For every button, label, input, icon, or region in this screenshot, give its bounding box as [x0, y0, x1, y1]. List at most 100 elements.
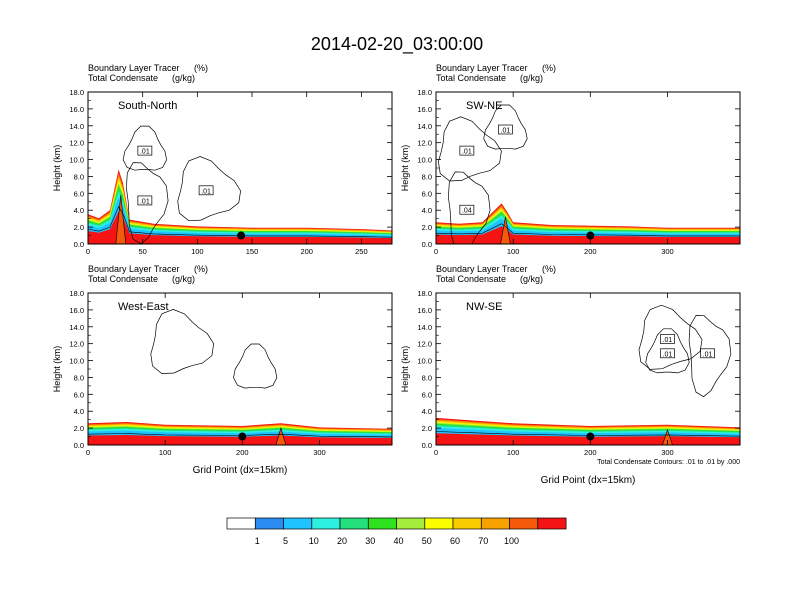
contour-label-box	[459, 145, 475, 156]
tracer-peak	[275, 427, 287, 445]
x-tick-label: 100	[507, 448, 520, 457]
y-tick-label: 16.0	[69, 306, 84, 315]
condensate-contour	[638, 304, 703, 370]
panel-title: NW-SE	[466, 301, 502, 313]
condensate-contour	[126, 162, 169, 244]
x-tick-label: 100	[191, 247, 204, 256]
condensate-contour	[448, 171, 491, 244]
panel-title: South-North	[118, 100, 177, 112]
colorbar-label: 60	[450, 536, 460, 546]
panel-title: SW-NE	[466, 100, 502, 112]
colorbar-swatch	[339, 517, 369, 530]
left-string-title: Boundary Layer Tracer	[88, 63, 180, 73]
colorbar-swatch	[254, 517, 284, 530]
left-string-title: Boundary Layer Tracer	[88, 264, 180, 274]
tracer-peak	[115, 194, 127, 244]
y-tick-label: 2.0	[74, 223, 84, 232]
colorbar-label: 10	[309, 536, 319, 546]
left-string-title-2: Total Condensate	[436, 274, 506, 284]
y-tick-label: 0.0	[422, 240, 432, 249]
x-tick-label: 100	[159, 448, 172, 457]
y-tick-label: 4.0	[422, 407, 432, 416]
left-string-unit-2: (g/kg)	[172, 73, 195, 83]
plot-area	[436, 304, 740, 445]
tracer-10	[88, 188, 392, 244]
x-tick-label: 0	[86, 448, 90, 457]
colorbar-label: 20	[337, 536, 347, 546]
tracer-peak	[662, 428, 673, 445]
colorbar-label: 100	[504, 536, 519, 546]
x-tick-label: 250	[355, 247, 368, 256]
left-string-unit-2: (g/kg)	[520, 274, 543, 284]
left-string-title: Boundary Layer Tracer	[436, 264, 528, 274]
tracer-core	[436, 226, 740, 244]
y-tick-label: 18.0	[417, 88, 432, 97]
y-tick-label: 18.0	[69, 289, 84, 298]
y-tick-label: 6.0	[422, 390, 432, 399]
y-tick-label: 14.0	[417, 323, 432, 332]
left-string-title: Boundary Layer Tracer	[436, 63, 528, 73]
y-tick-label: 8.0	[422, 172, 432, 181]
y-tick-label: 14.0	[417, 122, 432, 131]
left-string-unit-2: (g/kg)	[172, 274, 195, 284]
x-tick-label: 0	[434, 448, 438, 457]
y-axis-label: Height (km)	[400, 346, 410, 393]
y-tick-label: 4.0	[74, 206, 84, 215]
y-tick-label: 14.0	[69, 122, 84, 131]
condensate-contour-low	[436, 223, 740, 237]
contour-label: .01	[703, 351, 713, 358]
y-tick-label: 8.0	[422, 373, 432, 382]
condensate-contour	[233, 343, 278, 389]
panels-group: Boundary Layer Tracer (%) Total Condensate…	[52, 63, 741, 486]
colorbar-label: 70	[478, 536, 488, 546]
contour-label: .01	[663, 351, 673, 358]
x-tick-label: 300	[313, 448, 326, 457]
condensate-contour	[688, 315, 732, 398]
panel-frame	[435, 91, 741, 245]
y-tick-label: 10.0	[69, 357, 84, 366]
y-tick-label: 2.0	[74, 424, 84, 433]
colorbar-swatch	[424, 517, 454, 530]
location-marker	[586, 231, 595, 240]
y-tick-label: 10.0	[417, 156, 432, 165]
contour-label-box	[700, 348, 715, 359]
y-tick-label: 0.0	[422, 441, 432, 450]
tracer-20	[88, 185, 392, 244]
condensate-contour-low	[88, 206, 392, 238]
tracer-5	[88, 191, 392, 244]
condensate-contour	[438, 116, 502, 182]
contour-label: .04	[462, 208, 472, 215]
condensate-contour	[483, 104, 528, 150]
left-string-unit: (%)	[542, 264, 556, 274]
location-marker	[586, 432, 595, 441]
y-tick-label: 10.0	[69, 156, 84, 165]
condensate-contour	[150, 309, 215, 374]
tracer-1	[88, 197, 392, 244]
colorbar-swatch	[480, 517, 510, 530]
condensate-contour	[122, 125, 167, 171]
y-tick-label: 8.0	[74, 172, 84, 181]
x-tick-label: 100	[507, 247, 520, 256]
left-string-title-2: Total Condensate	[436, 73, 506, 83]
y-tick-label: 18.0	[417, 289, 432, 298]
left-string-title-2: Total Condensate	[88, 73, 158, 83]
y-tick-label: 8.0	[74, 373, 84, 382]
colorbar-swatch	[283, 517, 313, 530]
colorbar-swatch	[537, 517, 567, 530]
colorbar-label: 50	[422, 536, 432, 546]
y-tick-label: 2.0	[422, 424, 432, 433]
y-tick-label: 16.0	[417, 105, 432, 114]
colorbar-label: 30	[365, 536, 375, 546]
y-tick-label: 14.0	[69, 323, 84, 332]
y-tick-label: 0.0	[74, 441, 84, 450]
colorbar-swatch	[396, 517, 426, 530]
x-axis-label: Grid Point (dx=15km)	[193, 465, 288, 476]
panel-1: Boundary Layer Tracer (%) Total Condensate…	[52, 63, 393, 256]
y-tick-label: 16.0	[417, 306, 432, 315]
colorbar-label: 5	[283, 536, 288, 546]
y-axis-label: Height (km)	[400, 145, 410, 192]
y-axis-label: Height (km)	[52, 346, 62, 393]
plot-area	[88, 309, 392, 445]
condensate-contour	[645, 328, 690, 374]
x-tick-label: 300	[661, 247, 674, 256]
